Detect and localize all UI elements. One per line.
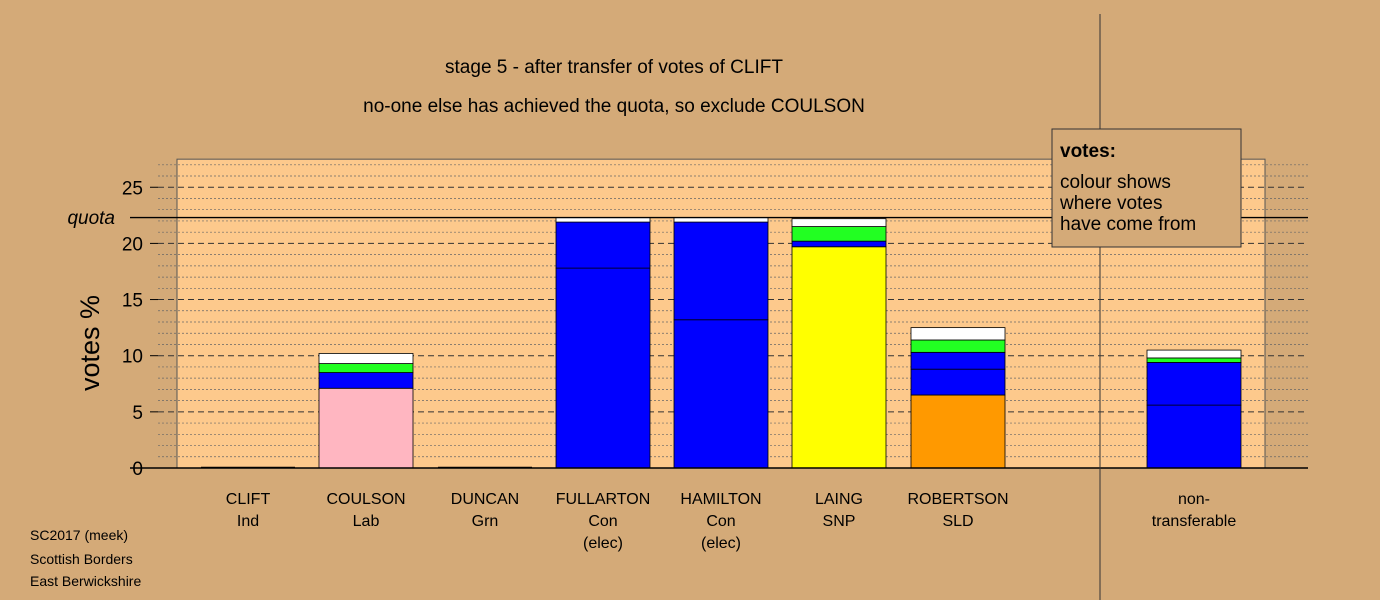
footer-line: East Berwickshire: [30, 573, 141, 589]
bar-segment: [1146, 357, 1242, 363]
y-tick-label: 15: [122, 291, 143, 312]
y-tick-label: 0: [132, 459, 143, 480]
category-label: SNP: [823, 513, 856, 530]
bar-segment: [1146, 404, 1242, 469]
axes: 0 5 10 15 20 25 CLIFT Ind COULSON Lab DUNCAN Grn FUL…: [122, 14, 1308, 600]
bar-segment: [791, 240, 887, 248]
category-label: Grn: [472, 513, 499, 530]
category-label: Con: [588, 513, 617, 530]
category-label: DUNCAN: [451, 491, 519, 508]
category-label: LAING: [815, 491, 863, 508]
bar-segment: [555, 221, 651, 269]
bar-segment: [910, 368, 1006, 396]
bar-segment: [791, 218, 887, 227]
category-label: Ind: [237, 513, 259, 530]
y-tick-label: 20: [122, 234, 143, 255]
category-label: FULLARTON: [556, 491, 651, 508]
y-axis-label: votes %: [75, 295, 105, 391]
y-tick-label: 25: [122, 178, 143, 199]
legend-title: votes:: [1060, 141, 1116, 162]
bar-segment: [1146, 362, 1242, 406]
bar-segment: [318, 363, 414, 373]
bar-segment: [555, 267, 651, 469]
bar-segment: [910, 339, 1006, 353]
y-tick-label: 5: [132, 403, 143, 424]
category-label: (elec): [701, 535, 741, 552]
bar-segment: [673, 319, 769, 469]
chart-title: stage 5 - after transfer of votes of CLI…: [445, 57, 783, 78]
chart-subtitle: no-one else has achieved the quota, so e…: [363, 96, 865, 117]
bar-segment: [555, 217, 651, 223]
legend: votes: colour shows where votes have com…: [1051, 128, 1242, 248]
bar-segment: [318, 372, 414, 389]
quota-label: quota: [67, 208, 115, 229]
category-label: CLIFT: [226, 491, 271, 508]
bar-segment: [673, 217, 769, 223]
category-label: transferable: [1152, 513, 1237, 530]
bar-segment: [318, 353, 414, 364]
bar-segment: [791, 226, 887, 242]
legend-line: where votes: [1059, 193, 1162, 214]
category-label: HAMILTON: [680, 491, 761, 508]
bar-segment: [318, 387, 414, 469]
category-label: COULSON: [326, 491, 405, 508]
y-tick-label: 10: [122, 347, 143, 368]
bar-segment: [1146, 349, 1242, 359]
legend-line: have come from: [1060, 214, 1196, 235]
footer-line: Scottish Borders: [30, 551, 133, 567]
category-label: (elec): [583, 535, 623, 552]
category-label: Con: [706, 513, 735, 530]
category-label: SLD: [942, 513, 973, 530]
category-label: ROBERTSON: [907, 491, 1008, 508]
footer-line: SC2017 (meek): [30, 527, 128, 543]
category-label: Lab: [353, 513, 380, 530]
bars: [201, 217, 1242, 469]
category-label: non-: [1178, 491, 1210, 508]
bar-segment: [673, 221, 769, 321]
bar-segment: [791, 246, 887, 469]
bar-segment: [910, 351, 1006, 370]
bar-segment: [910, 327, 1006, 341]
legend-line: colour shows: [1060, 172, 1171, 193]
bar-segment: [910, 394, 1006, 469]
legend-box: [1051, 128, 1242, 248]
